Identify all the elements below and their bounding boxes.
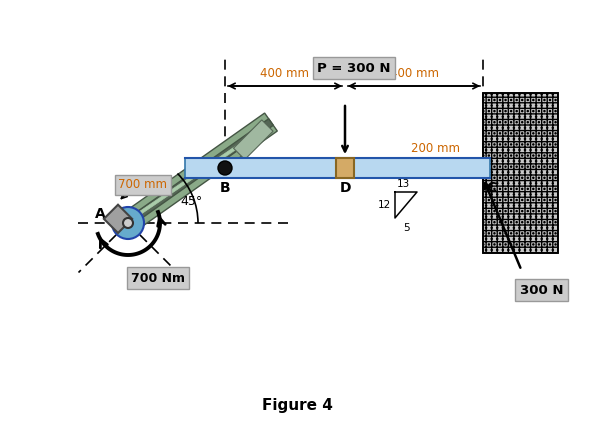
Text: 700 Nm: 700 Nm (131, 272, 185, 285)
Text: 200 mm: 200 mm (411, 142, 460, 155)
Text: 12: 12 (378, 200, 391, 210)
Circle shape (112, 207, 144, 239)
Bar (483, 93, 558, 253)
Text: P = 300 N: P = 300 N (317, 61, 391, 74)
Text: 45°: 45° (181, 195, 203, 208)
Circle shape (123, 218, 133, 228)
Text: 300 N: 300 N (520, 284, 563, 297)
Polygon shape (126, 119, 273, 226)
Text: Figure 4: Figure 4 (261, 398, 333, 412)
Polygon shape (233, 120, 273, 159)
Circle shape (218, 161, 232, 175)
Text: B: B (220, 181, 230, 195)
Text: 700 mm: 700 mm (118, 179, 168, 192)
Text: 5: 5 (403, 223, 409, 233)
Bar (104, 205, 132, 233)
Polygon shape (122, 113, 277, 232)
Bar (185, 158, 490, 178)
Polygon shape (133, 126, 266, 219)
Text: C: C (486, 181, 496, 195)
Text: 400 mm: 400 mm (390, 67, 438, 80)
Text: 400 mm: 400 mm (261, 67, 309, 80)
Text: D: D (340, 181, 352, 195)
Text: A: A (95, 207, 106, 221)
Text: 13: 13 (397, 179, 410, 189)
Bar (483, 93, 558, 253)
Bar (336, 158, 354, 178)
